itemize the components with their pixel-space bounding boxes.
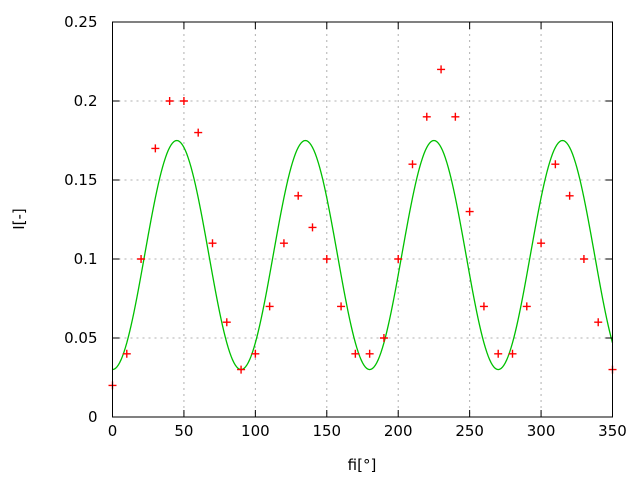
- data-point-marker: [194, 128, 203, 137]
- points-layer: [108, 65, 617, 390]
- data-point-marker: [208, 239, 217, 248]
- y-tick-label: 0.15: [64, 171, 97, 189]
- data-point-marker: [294, 191, 303, 200]
- ticklabel-layer: 0 50 100 150 200 250 300 350 0 0.05 0.1 0.15 0.2 0.25: [64, 13, 627, 440]
- data-point-marker: [565, 191, 574, 200]
- data-point-marker: [322, 255, 331, 263]
- data-point-marker: [279, 239, 288, 248]
- data-point-marker: [151, 144, 160, 153]
- data-point-marker: [394, 255, 403, 263]
- curve-layer: [112, 139, 614, 371]
- data-point-marker: [437, 65, 446, 74]
- x-tick-label: 350: [598, 422, 627, 440]
- x-tick-label: 150: [312, 422, 341, 440]
- data-point-marker: [351, 349, 360, 358]
- data-point-marker: [451, 112, 460, 121]
- y-tick-label: 0: [88, 408, 98, 426]
- data-point-marker: [179, 97, 188, 105]
- data-point-marker: [594, 318, 603, 327]
- y-tick-label: 0.05: [64, 329, 97, 347]
- data-point-marker: [308, 223, 317, 232]
- x-tick-label: 200: [384, 422, 413, 440]
- data-point-marker: [508, 349, 517, 358]
- data-point-marker: [522, 302, 531, 311]
- x-tick-label: 250: [455, 422, 484, 440]
- data-point-marker: [479, 302, 488, 311]
- data-point-marker: [465, 207, 474, 216]
- data-point-marker: [265, 302, 274, 311]
- data-point-marker: [379, 334, 388, 342]
- y-tick-label: 0.25: [64, 13, 97, 31]
- tick-layer: [112, 21, 613, 418]
- x-tick-label: 50: [174, 422, 193, 440]
- data-point-marker: [537, 239, 546, 248]
- data-point-marker: [222, 318, 231, 327]
- data-point-marker: [365, 349, 374, 358]
- y-tick-label: 0.2: [74, 92, 98, 110]
- border-layer: [112, 21, 613, 418]
- data-point-marker: [551, 160, 560, 169]
- data-point-marker: [579, 255, 588, 263]
- data-point-marker: [237, 365, 246, 374]
- data-point-marker: [494, 349, 503, 358]
- data-point-marker: [422, 112, 431, 121]
- data-point-marker: [408, 160, 417, 169]
- y-tick-label: 0.1: [74, 250, 98, 268]
- x-tick-label: 0: [108, 422, 118, 440]
- data-point-marker: [122, 349, 131, 358]
- y-axis-label: I[-]: [10, 208, 28, 230]
- x-tick-label: 100: [241, 422, 270, 440]
- data-point-marker: [337, 302, 346, 311]
- x-tick-label: 300: [527, 422, 556, 440]
- data-point-marker: [137, 255, 146, 263]
- data-point-marker: [251, 349, 260, 358]
- x-axis-label: fi[°]: [348, 456, 377, 474]
- fit-curve-line: [112, 139, 614, 371]
- plot-border: [112, 21, 613, 418]
- grid-layer: [112, 21, 613, 418]
- data-point-marker: [165, 97, 174, 105]
